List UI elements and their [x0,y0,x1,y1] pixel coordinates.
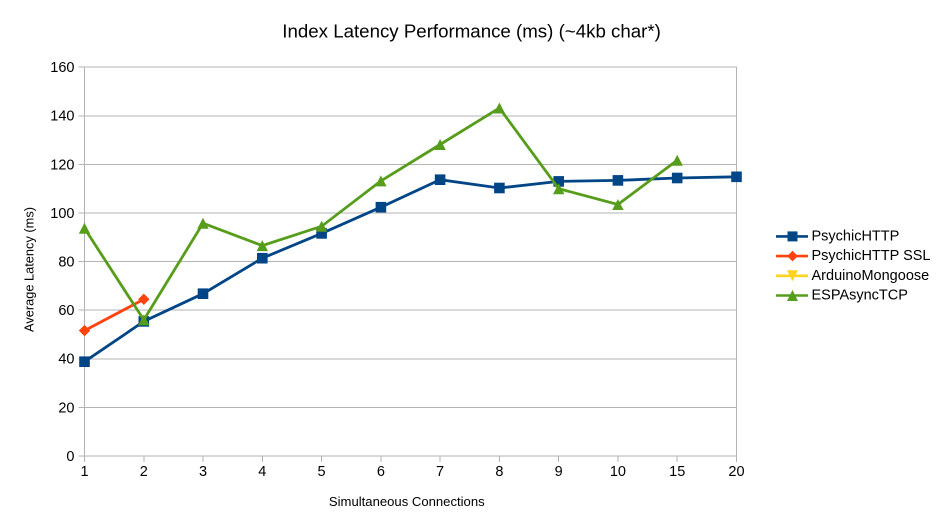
svg-text:15: 15 [669,464,685,480]
svg-text:10: 10 [610,464,626,480]
svg-text:1: 1 [80,464,88,480]
svg-text:4: 4 [258,464,266,480]
svg-text:160: 160 [50,60,74,76]
svg-text:PsychicHTTP SSL: PsychicHTTP SSL [812,248,931,264]
svg-text:Index Latency Performance (ms): Index Latency Performance (ms) (~4kb cha… [282,21,661,42]
svg-text:40: 40 [58,352,74,368]
svg-text:60: 60 [58,303,74,319]
svg-text:3: 3 [199,464,207,480]
svg-text:6: 6 [377,464,385,480]
svg-text:ESPAsyncTCP: ESPAsyncTCP [812,288,908,304]
svg-text:80: 80 [58,255,74,271]
svg-text:20: 20 [58,400,74,416]
svg-text:20: 20 [728,464,744,480]
svg-text:5: 5 [318,464,326,480]
svg-text:ArduinoMongoose: ArduinoMongoose [812,268,930,284]
svg-text:Average Latency (ms): Average Latency (ms) [21,207,36,332]
svg-text:8: 8 [495,464,503,480]
svg-text:0: 0 [66,449,74,465]
svg-text:Simultaneous Connections: Simultaneous Connections [329,494,485,509]
svg-text:9: 9 [555,464,563,480]
svg-text:2: 2 [140,464,148,480]
svg-text:120: 120 [50,157,74,173]
svg-text:140: 140 [50,109,74,125]
svg-text:100: 100 [50,206,74,222]
svg-text:PsychicHTTP: PsychicHTTP [812,228,900,244]
svg-text:7: 7 [436,464,444,480]
